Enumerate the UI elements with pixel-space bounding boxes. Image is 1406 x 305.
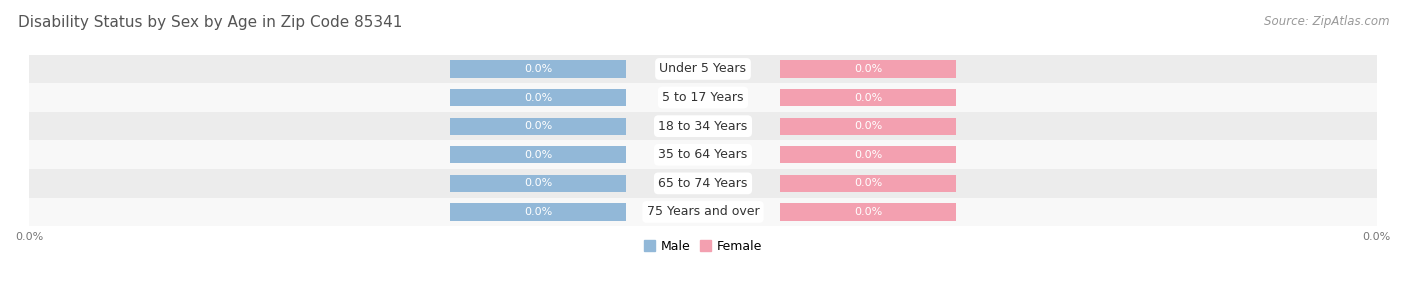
Text: 0.0%: 0.0%	[853, 121, 882, 131]
Text: 0.0%: 0.0%	[524, 121, 553, 131]
Bar	[780, 146, 956, 163]
Text: 65 to 74 Years: 65 to 74 Years	[658, 177, 748, 190]
Bar	[30, 55, 1376, 83]
Text: 0.0%: 0.0%	[524, 178, 553, 188]
Bar	[780, 118, 956, 135]
Bar	[450, 175, 626, 192]
Bar	[780, 203, 956, 221]
Text: 0.0%: 0.0%	[853, 207, 882, 217]
Text: 0.0%: 0.0%	[853, 178, 882, 188]
Bar	[780, 175, 956, 192]
Text: 0.0%: 0.0%	[524, 64, 553, 74]
Text: Source: ZipAtlas.com: Source: ZipAtlas.com	[1264, 15, 1389, 28]
Text: 0.0%: 0.0%	[524, 92, 553, 102]
Text: 0.0%: 0.0%	[853, 92, 882, 102]
Bar	[450, 89, 626, 106]
Text: 0.0%: 0.0%	[853, 150, 882, 160]
Bar	[30, 198, 1376, 226]
Text: 0.0%: 0.0%	[853, 64, 882, 74]
Bar	[780, 60, 956, 77]
Text: 0.0%: 0.0%	[524, 207, 553, 217]
Legend: Male, Female: Male, Female	[640, 235, 766, 258]
Bar	[30, 169, 1376, 198]
Bar	[30, 112, 1376, 141]
Bar	[30, 141, 1376, 169]
Text: Disability Status by Sex by Age in Zip Code 85341: Disability Status by Sex by Age in Zip C…	[18, 15, 402, 30]
Bar	[450, 203, 626, 221]
Bar	[30, 83, 1376, 112]
Text: Under 5 Years: Under 5 Years	[659, 63, 747, 75]
Bar	[780, 89, 956, 106]
Text: 5 to 17 Years: 5 to 17 Years	[662, 91, 744, 104]
Text: 18 to 34 Years: 18 to 34 Years	[658, 120, 748, 133]
Text: 0.0%: 0.0%	[524, 150, 553, 160]
Text: 35 to 64 Years: 35 to 64 Years	[658, 148, 748, 161]
Text: 75 Years and over: 75 Years and over	[647, 206, 759, 218]
Bar	[450, 118, 626, 135]
Bar	[450, 146, 626, 163]
Bar	[450, 60, 626, 77]
